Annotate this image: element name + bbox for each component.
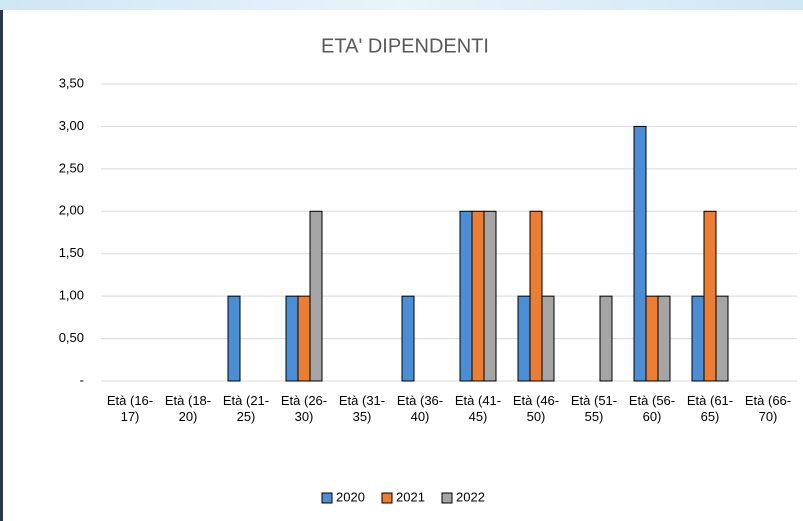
y-tick-label: 1,00	[59, 288, 84, 303]
bar	[529, 210, 543, 382]
legend-swatch	[441, 492, 453, 504]
x-tick-label: Età (51-55)	[570, 393, 618, 424]
bar	[309, 210, 323, 382]
x-tick-label: Età (16-17)	[106, 393, 154, 424]
legend-label: 2021	[396, 489, 425, 504]
x-tick-label: Età (61-65)	[686, 393, 734, 424]
x-tick-label: Età (56-60)	[628, 393, 676, 424]
y-tick-label: 1,50	[59, 245, 84, 260]
bar	[471, 210, 485, 382]
bar	[541, 295, 555, 382]
legend-label: 2022	[456, 489, 485, 504]
bar	[715, 295, 729, 382]
x-tick-label: Età (26-30)	[280, 393, 328, 424]
x-tick-label: Età (66-70)	[744, 393, 792, 424]
bar	[691, 295, 705, 382]
legend-swatch	[381, 492, 393, 504]
bar	[633, 125, 647, 382]
bar	[657, 295, 671, 382]
y-tick-label: 2,50	[59, 160, 84, 175]
bar	[459, 210, 473, 382]
x-tick-label: Età (41-45)	[454, 393, 502, 424]
y-tick-label: 3,50	[59, 75, 84, 90]
bar	[483, 210, 497, 382]
x-tick-label: Età (21-25)	[222, 393, 270, 424]
bar	[645, 295, 659, 382]
legend-swatch	[321, 492, 333, 504]
chart-title: ETA' DIPENDENTI	[321, 35, 489, 57]
bar	[517, 295, 531, 382]
x-tick-label: Età (36-40)	[396, 393, 444, 424]
bar	[227, 295, 241, 382]
bar	[285, 295, 299, 382]
bar	[401, 295, 415, 382]
y-tick-label: 0,50	[59, 330, 84, 345]
y-tick-label: 3,00	[59, 118, 84, 133]
bar	[703, 210, 717, 382]
bar	[599, 295, 613, 382]
y-tick-label: -	[80, 372, 84, 387]
x-tick-label: Età (31-35)	[338, 393, 386, 424]
y-tick-label: 2,00	[59, 203, 84, 218]
bar	[297, 295, 311, 382]
top-band	[0, 0, 803, 10]
x-tick-label: Età (18-20)	[164, 393, 212, 424]
x-tick-label: Età (46-50)	[512, 393, 560, 424]
left-edge	[0, 10, 3, 521]
legend-label: 2020	[336, 489, 365, 504]
